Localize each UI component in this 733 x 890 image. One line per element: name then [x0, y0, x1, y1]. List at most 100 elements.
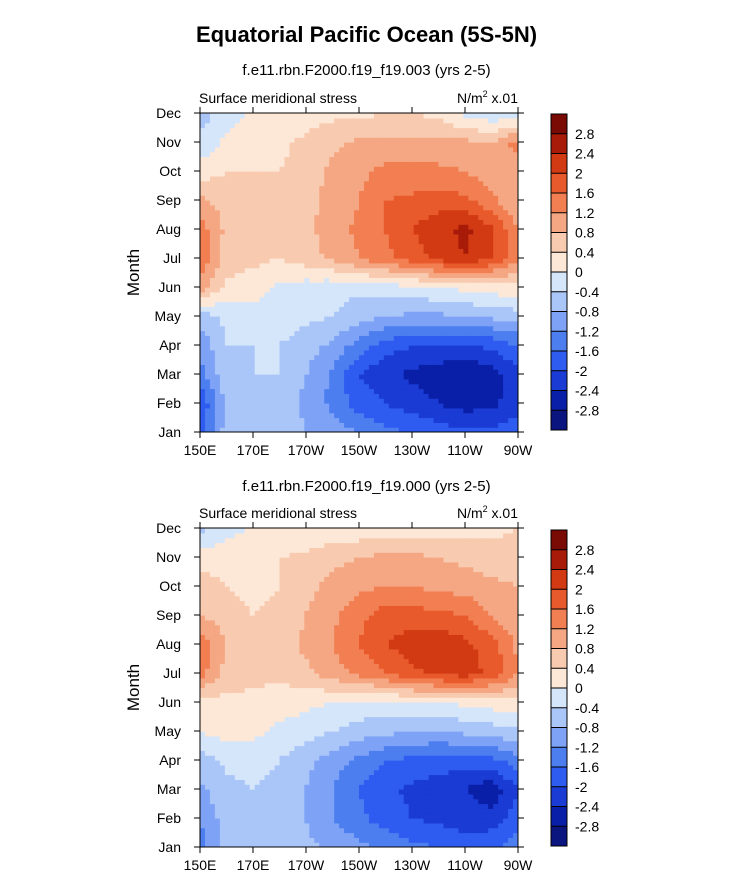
- heatmap-cell: [413, 166, 420, 172]
- heatmap-cell: [508, 407, 514, 414]
- heatmap-cell: [309, 388, 315, 394]
- heatmap-cell: [224, 117, 231, 124]
- heatmap-cell: [254, 827, 261, 834]
- heatmap-cell: [478, 345, 484, 351]
- heatmap-cell: [448, 822, 455, 829]
- heatmap-cell: [398, 403, 405, 409]
- heatmap-cell: [264, 156, 271, 162]
- heatmap-cell: [513, 262, 518, 269]
- heatmap-cell: [204, 818, 211, 824]
- heatmap-cell: [334, 272, 340, 278]
- heatmap-cell: [299, 827, 305, 834]
- heatmap-cell: [209, 171, 216, 177]
- heatmap-cell: [458, 137, 464, 143]
- heatmap-cell: [309, 219, 315, 225]
- heatmap-cell: [448, 262, 455, 269]
- heatmap-cell: [339, 842, 345, 847]
- heatmap-cell: [413, 243, 420, 249]
- heatmap-cell: [448, 180, 455, 187]
- heatmap-cell: [378, 364, 385, 370]
- heatmap-cell: [239, 822, 246, 829]
- heatmap-cell: [284, 842, 291, 847]
- heatmap-cell: [458, 407, 464, 414]
- heatmap-cell: [448, 417, 455, 423]
- heatmap-cell: [488, 354, 494, 361]
- heatmap-cell: [483, 374, 489, 380]
- heatmap-cell: [329, 393, 335, 399]
- heatmap-cell: [363, 364, 370, 370]
- heatmap-cell: [234, 233, 241, 240]
- heatmap-cell: [383, 803, 390, 809]
- heatmap-cell: [309, 383, 315, 390]
- heatmap-cell: [229, 374, 236, 380]
- heatmap-cell: [423, 306, 430, 312]
- heatmap-cell: [299, 146, 305, 153]
- heatmap-cell: [418, 325, 425, 332]
- heatmap-cell: [239, 132, 246, 138]
- heatmap-cell: [349, 837, 355, 843]
- heatmap-cell: [373, 113, 380, 119]
- heatmap-cell: [314, 200, 320, 206]
- heatmap-cell: [368, 238, 375, 245]
- heatmap-cell: [468, 151, 474, 158]
- heatmap-cell: [428, 345, 435, 351]
- heatmap-cell: [508, 262, 514, 269]
- heatmap-cell: [224, 248, 231, 254]
- heatmap-cell: [508, 200, 514, 206]
- heatmap-cell: [229, 359, 236, 365]
- heatmap-cell: [259, 412, 266, 419]
- heatmap-cell: [244, 407, 251, 414]
- heatmap-cell: [254, 842, 261, 847]
- heatmap-cell: [289, 272, 296, 278]
- heatmap-cell: [239, 383, 246, 390]
- heatmap-cell: [378, 369, 385, 375]
- heatmap-cell: [433, 137, 440, 143]
- heatmap-cell: [413, 122, 420, 129]
- heatmap-cell: [373, 296, 380, 303]
- heatmap-cell: [503, 818, 509, 824]
- heatmap-cell: [428, 156, 435, 162]
- heatmap-cell: [508, 417, 514, 423]
- heatmap-cell: [329, 407, 335, 414]
- heatmap-cell: [508, 316, 514, 322]
- heatmap-cell: [319, 827, 325, 834]
- heatmap-cell: [498, 161, 504, 167]
- heatmap-cell: [284, 427, 291, 432]
- heatmap-cell: [329, 837, 335, 843]
- heatmap-cell: [339, 224, 345, 230]
- heatmap-cell: [234, 161, 241, 167]
- heatmap-cell: [259, 243, 266, 249]
- heatmap-cell: [443, 277, 450, 283]
- heatmap-cell: [254, 287, 261, 293]
- heatmap-cell: [359, 146, 365, 153]
- heatmap-cell: [344, 277, 350, 283]
- heatmap-cell: [279, 180, 286, 187]
- heatmap-cell: [274, 200, 281, 206]
- heatmap-cell: [274, 311, 281, 317]
- heatmap-cell: [403, 364, 410, 370]
- heatmap-cell: [354, 166, 360, 172]
- heatmap-cell: [498, 117, 504, 124]
- heatmap-cell: [349, 374, 355, 380]
- heatmap-cell: [483, 267, 489, 274]
- heatmap-cell: [314, 345, 320, 351]
- heatmap-cell: [403, 422, 410, 428]
- heatmap-cell: [428, 827, 435, 834]
- heatmap-cell: [279, 311, 286, 317]
- heatmap-cell: [448, 122, 455, 129]
- heatmap-cell: [294, 325, 300, 332]
- heatmap-cell: [279, 316, 286, 322]
- heatmap-cell: [398, 204, 405, 211]
- heatmap-cell: [219, 195, 226, 201]
- heatmap-cell: [249, 827, 256, 834]
- heatmap-cell: [204, 219, 211, 225]
- heatmap-cell: [234, 311, 241, 317]
- heatmap-cell: [274, 301, 281, 307]
- heatmap-cell: [408, 142, 415, 148]
- heatmap-cell: [214, 209, 221, 216]
- heatmap-cell: [493, 813, 499, 819]
- heatmap-cell: [209, 827, 216, 834]
- heatmap-cell: [294, 364, 300, 370]
- heatmap-cell: [373, 359, 380, 365]
- heatmap-cell: [274, 122, 281, 129]
